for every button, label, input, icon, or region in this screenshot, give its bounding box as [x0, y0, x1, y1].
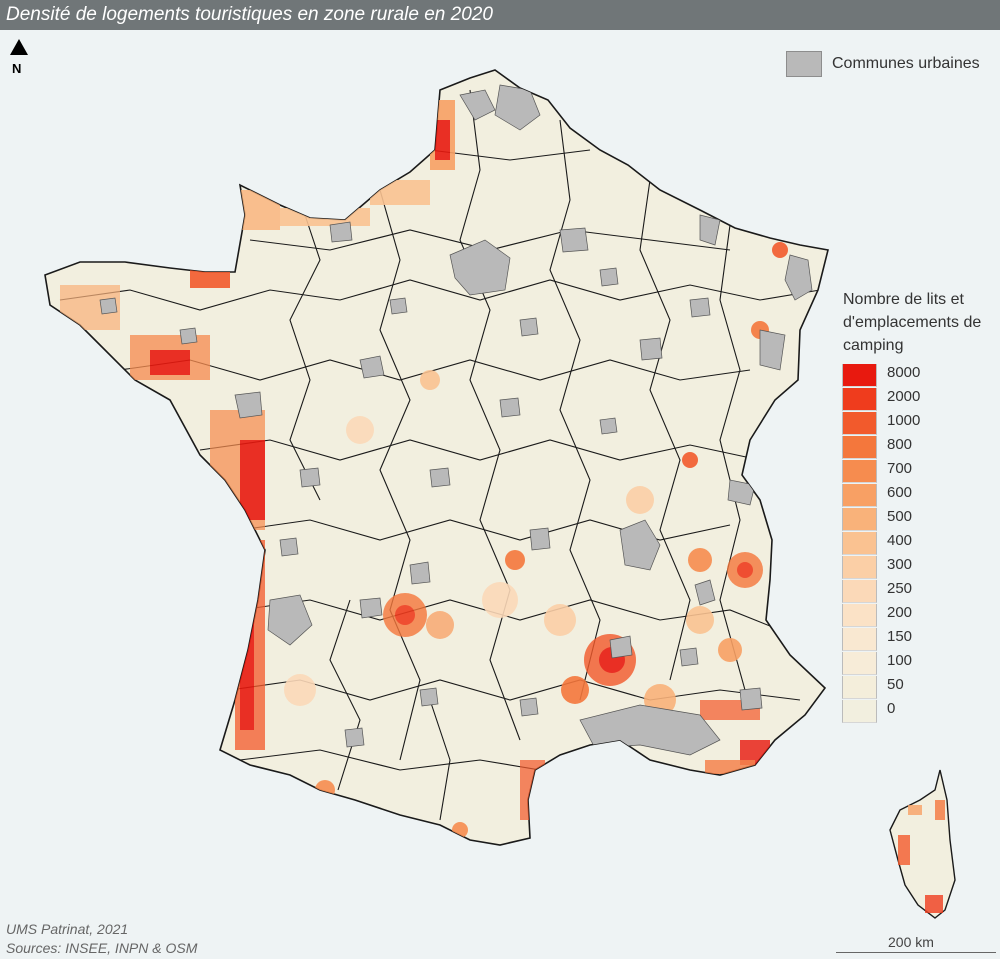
- map-title: Densité de logements touristiques en zon…: [6, 4, 493, 25]
- legend-label-8000: 8000: [887, 364, 921, 381]
- legend-swatch-150: [842, 628, 877, 651]
- legend-swatch-0: [842, 700, 877, 723]
- legend-label-200: 200: [887, 604, 913, 621]
- legend-label-1000: 1000: [887, 412, 921, 429]
- legend-label-300: 300: [887, 556, 913, 573]
- legend-swatch-8000: [842, 364, 877, 387]
- north-arrow-icon: [10, 39, 28, 55]
- legend-swatch-50: [842, 676, 877, 699]
- legend-swatch-400: [842, 532, 877, 555]
- corsica-hotspots: [898, 800, 945, 913]
- sources-text: Sources: INSEE, INPN & OSM: [6, 940, 198, 956]
- legend-swatch-500: [842, 508, 877, 531]
- title-bar: Densité de logements touristiques en zon…: [0, 0, 1000, 30]
- urban-communes: [99, 84, 813, 756]
- legend-swatch-100: [842, 652, 877, 675]
- department-boundaries: [59, 89, 821, 821]
- legend-swatch-600: [842, 484, 877, 507]
- scale-bar: [836, 952, 996, 953]
- legend-title-line-2: d'emplacements de: [843, 314, 982, 331]
- legend-swatch-250: [842, 580, 877, 603]
- legend-label-2000: 2000: [887, 388, 921, 405]
- legend-swatch-700: [842, 460, 877, 483]
- legend-label-0: 0: [887, 700, 896, 717]
- legend-title-line-3: camping: [843, 337, 904, 354]
- legend-label-150: 150: [887, 628, 913, 645]
- legend-label-700: 700: [887, 460, 913, 477]
- legend-label-50: 50: [887, 676, 904, 693]
- legend-swatch-1000: [842, 412, 877, 435]
- scale-label: 200 km: [888, 934, 934, 950]
- legend-label-250: 250: [887, 580, 913, 597]
- legend-label-100: 100: [887, 652, 913, 669]
- credit-text: UMS Patrinat, 2021: [6, 921, 129, 937]
- legend-swatch-300: [842, 556, 877, 579]
- urban-swatch: [786, 51, 822, 77]
- urban-label: Communes urbaines: [832, 55, 980, 72]
- north-label: N: [12, 61, 22, 76]
- legend-label-500: 500: [887, 508, 913, 525]
- legend-swatch-2000: [842, 388, 877, 411]
- legend-title-line-1: Nombre de lits et: [843, 291, 964, 308]
- legend-swatch-200: [842, 604, 877, 627]
- legend-label-800: 800: [887, 436, 913, 453]
- legend-label-600: 600: [887, 484, 913, 501]
- legend-swatch-800: [842, 436, 877, 459]
- legend-label-400: 400: [887, 532, 913, 549]
- legend-title: Nombre de lits et d'emplacements de camp…: [843, 288, 1000, 357]
